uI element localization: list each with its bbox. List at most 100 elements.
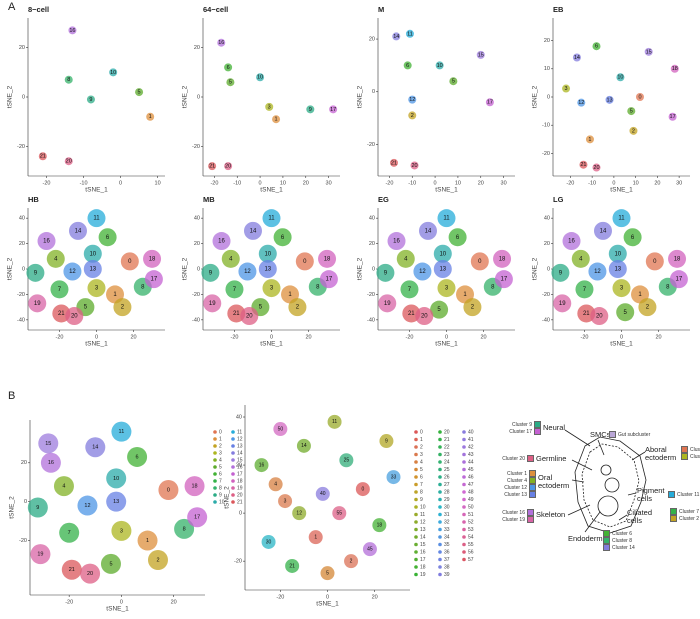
legend-label: 10: [219, 499, 225, 505]
legend-label: 26: [444, 474, 450, 480]
x-tick-label: -10: [588, 180, 596, 186]
legend-swatch: [438, 565, 442, 569]
cluster-label: 19: [37, 552, 43, 558]
cluster-name: Cluster 0: [690, 446, 700, 453]
x-tick-label: 0: [445, 334, 448, 340]
y-tick-label: -10: [542, 123, 550, 129]
cluster-key: Cluster 2: [670, 515, 699, 522]
cluster-label: 20: [66, 159, 72, 165]
cluster-blob: [320, 566, 335, 581]
x-tick-label: 20: [305, 334, 311, 340]
legend-swatch: [414, 527, 418, 532]
cluster-blob: [184, 476, 205, 497]
legend-swatch: [213, 430, 217, 434]
cluster-blob: [83, 260, 102, 278]
x-tick-label: 0: [259, 180, 262, 186]
y-axis-label: tSNE_2: [357, 85, 364, 108]
cluster-label: 19: [384, 301, 391, 307]
legend-swatch: [462, 460, 466, 464]
cluster-blob: [392, 32, 401, 41]
cluster-label: 10: [110, 70, 116, 76]
cluster-label: 10: [257, 75, 263, 81]
cluster-label: 6: [136, 454, 139, 460]
cluster-blob: [77, 495, 98, 516]
cluster-blob: [372, 518, 387, 533]
cluster-blob: [616, 303, 635, 322]
cluster-blob: [201, 263, 220, 282]
cluster-blob: [645, 252, 664, 271]
cluster-label: 3: [565, 86, 568, 92]
y-axis-label: tSNE_2: [224, 486, 231, 509]
legend-label: 21: [444, 437, 450, 443]
x-tick-label: -20: [43, 180, 51, 186]
legend-label: 24: [444, 459, 450, 465]
cluster-blob: [644, 47, 653, 56]
cluster-label: 2: [121, 305, 125, 311]
cluster-label: 11: [332, 419, 337, 425]
legend-swatch: [462, 535, 466, 539]
cluster-label: 19: [34, 301, 41, 307]
cluster-label: 20: [246, 314, 253, 320]
cluster-label: 13: [439, 267, 446, 273]
cluster-label: 1: [588, 137, 591, 143]
x-tick-label: 20: [478, 180, 484, 186]
cluster-swatch: [529, 470, 536, 477]
legend-swatch: [414, 430, 418, 434]
cluster-blob: [403, 61, 412, 70]
legend-swatch: [213, 437, 217, 441]
cluster-label: 14: [425, 228, 432, 234]
cluster-label: 7: [58, 287, 62, 293]
legend-swatch: [438, 505, 442, 509]
larva-drawing: [564, 429, 647, 534]
x-tick-label: -20: [230, 334, 238, 340]
legend-swatch: [231, 472, 235, 476]
y-axis-label: tSNE_2: [9, 496, 16, 519]
cluster-label: 9: [384, 270, 388, 276]
y-tick-label: 20: [544, 241, 550, 247]
cluster-label: 2: [471, 305, 475, 311]
cluster-key: Cluster 12: [504, 484, 536, 491]
cluster-key: Cluster 20: [502, 455, 534, 462]
cluster-label: 1: [314, 534, 317, 540]
y-tick-label: 20: [236, 463, 242, 469]
cluster-label: 1: [275, 117, 278, 123]
legend-label: 34: [444, 534, 450, 540]
cluster-blob: [40, 452, 61, 473]
cluster-label: 1: [638, 292, 642, 298]
cluster-key: Cluster 7: [670, 508, 699, 515]
legend-swatch: [462, 437, 466, 442]
legend-swatch: [462, 520, 466, 524]
cluster-label: 14: [574, 55, 580, 61]
legend-label: 18: [237, 478, 243, 484]
cluster-blob: [494, 270, 513, 289]
cluster-label: 13: [264, 267, 271, 273]
legend-label: 50: [468, 504, 474, 510]
y-tick-label: -20: [367, 292, 375, 298]
y-tick-label: 20: [369, 241, 375, 247]
x-tick-label: -20: [55, 334, 63, 340]
cluster-key: Cluster 16: [502, 509, 534, 516]
legend-swatch: [438, 482, 442, 487]
cluster-blob: [243, 221, 262, 240]
legend-label: 28: [444, 489, 450, 495]
cluster-blob: [433, 244, 452, 263]
cluster-label: 0: [361, 486, 364, 492]
cluster-blob: [332, 506, 347, 521]
cluster-blob: [329, 105, 338, 114]
legend-swatch: [231, 486, 235, 490]
legend-label: 19: [420, 572, 426, 578]
x-tick-label: -10: [80, 180, 88, 186]
panel-title: EG: [378, 195, 389, 204]
cluster-blob: [27, 497, 48, 518]
tissue-label: Skeleton: [536, 510, 566, 519]
x-tick-label: 0: [119, 180, 122, 186]
legend-swatch: [213, 493, 217, 497]
x-tick-label: 10: [633, 180, 639, 186]
cluster-blob: [288, 298, 307, 317]
cluster-label: 4: [274, 482, 277, 488]
x-tick-label: -20: [580, 334, 588, 340]
cluster-swatch: [668, 491, 675, 498]
legend-swatch: [231, 479, 235, 483]
cluster-name: Cluster 7: [679, 508, 700, 515]
legend-swatch: [462, 490, 466, 494]
